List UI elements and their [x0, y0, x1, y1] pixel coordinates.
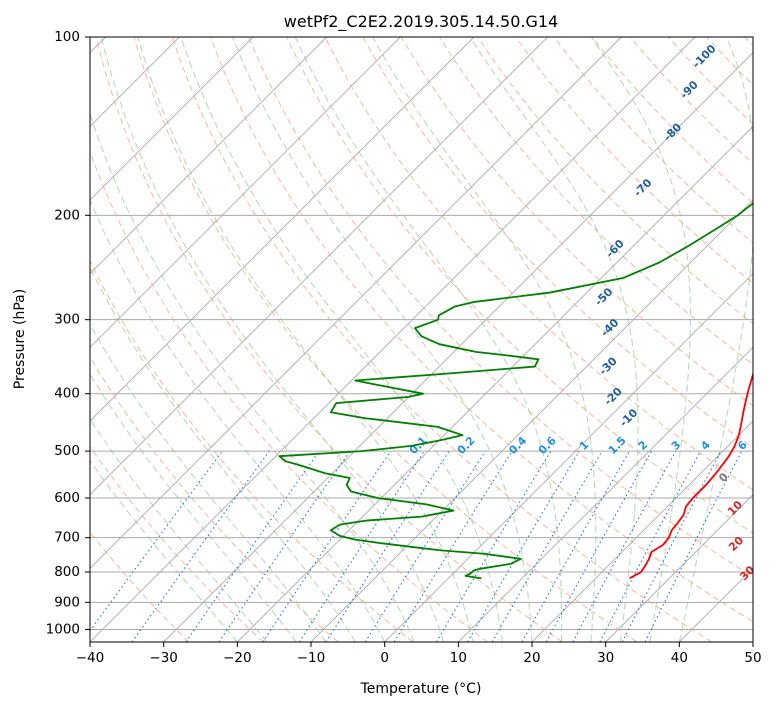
mixing-ratio-line: [298, 450, 425, 642]
mixing-ratio-line: [131, 450, 270, 642]
isobar-grid: [90, 37, 753, 630]
mixing-ratio-line: [572, 450, 677, 642]
moist-adiabat-line: [231, 37, 533, 642]
mixing-ratio-line: [491, 450, 603, 642]
dry-adiabat-line: [90, 259, 414, 642]
dry-adiabat-line: [171, 37, 712, 642]
dry-adiabat-line: [477, 37, 753, 325]
x-tick-label: −20: [223, 650, 252, 666]
moist-adiabat-line: [100, 37, 445, 642]
moist-adiabat-line: [90, 373, 297, 642]
isotherm-line: [90, 37, 548, 496]
mixing-ratio-line: [90, 450, 223, 632]
dry-adiabat-line: [133, 37, 638, 642]
moist-adiabat-line: [90, 418, 268, 642]
isotherm-line: [90, 37, 401, 348]
moist-adiabat-line: [372, 37, 597, 642]
moist-adiabat-line: [678, 37, 753, 642]
plot-frame: [89, 36, 754, 643]
moist-adiabat-line: [90, 112, 415, 642]
moist-adiabat-line: [294, 37, 563, 642]
sounding-profiles: [278, 202, 753, 580]
moist-adiabat-line: [90, 459, 238, 642]
isotherm-line: [90, 37, 254, 201]
x-tick-label: 50: [744, 650, 761, 666]
x-tick-label: 10: [450, 650, 467, 666]
y-axis-label: Pressure (hPa): [12, 289, 28, 389]
moist-adiabat-line: [90, 266, 356, 642]
mixing-ratio-line: [521, 450, 630, 642]
dry-adiabat-line: [362, 37, 753, 449]
dry-adiabat-line: [400, 37, 753, 407]
y-tick-label: 400: [54, 386, 80, 402]
temperature-profile-line: [629, 371, 753, 580]
dry-adiabat-line: [324, 37, 753, 491]
isotherm-line: [90, 37, 327, 275]
mixing-ratio-line: [467, 450, 580, 642]
isotherm-line: [90, 37, 622, 569]
isotherm-line: [605, 494, 753, 642]
dry-adiabat-line: [591, 37, 753, 204]
chart-title: wetPf2_C2E2.2019.305.14.50.G14: [284, 12, 558, 32]
mixing-ratio-line: [545, 450, 653, 642]
mixing-ratio-line: [185, 450, 320, 642]
isotherm-line: [90, 37, 696, 642]
dry-adiabat-line: [515, 37, 753, 284]
x-axis: −40 −30 −20 −10 0 10 20 30 40 50: [76, 642, 762, 666]
y-tick-label: 300: [54, 312, 80, 328]
isotherm-line: [458, 346, 753, 642]
y-tick-label: 200: [54, 207, 80, 223]
x-tick-label: −30: [149, 650, 178, 666]
moist-adiabat-line: [469, 37, 639, 642]
x-tick-label: −10: [297, 650, 326, 666]
moist-adiabat-line: [590, 37, 691, 642]
isotherm-line: [531, 420, 753, 642]
mixing-ratio-lines: [90, 450, 743, 642]
y-tick-label: 600: [54, 490, 80, 506]
x-tick-label: 0: [380, 650, 389, 666]
isotherm-grid: [90, 37, 753, 642]
y-tick-label: 900: [54, 594, 80, 610]
mixing-ratio-line: [393, 450, 513, 642]
y-axis: 100 200 300 400 500 600 700 800 900 1000: [46, 29, 90, 637]
mixing-ratio-line: [364, 450, 486, 642]
dry-adiabats: [90, 37, 753, 642]
isotherm-line: [90, 37, 475, 422]
isotherm-line: [163, 52, 753, 642]
dry-adiabat-line: [95, 37, 563, 642]
x-tick-label: 30: [597, 650, 614, 666]
plot-area: 10203040-100-90-80-70-60-50-40-30-20-100…: [90, 37, 753, 642]
dry-adiabat-line: [90, 445, 264, 642]
y-tick-label: 500: [54, 443, 80, 459]
isotherm-line: [384, 273, 753, 642]
dewpoint-profile-line: [278, 202, 753, 580]
x-tick-label: −40: [76, 650, 105, 666]
moist-adiabat-line: [90, 198, 386, 642]
y-tick-label: 800: [54, 564, 80, 580]
x-tick-label: 40: [671, 650, 688, 666]
x-tick-label: 20: [523, 650, 540, 666]
moist-adiabat-line: [90, 323, 327, 642]
dry-adiabat-line: [248, 37, 753, 578]
moist-adiabat-line: [137, 37, 474, 642]
y-tick-label: 700: [54, 530, 80, 546]
isotherm-line: [237, 125, 753, 642]
x-axis-label: Temperature (°C): [360, 681, 482, 697]
mixing-ratio-line: [325, 450, 450, 642]
y-tick-label: 100: [54, 29, 80, 45]
dry-adiabat-line: [629, 37, 753, 165]
moist-adiabats: [90, 37, 753, 642]
mixing-ratio-line: [435, 450, 552, 642]
y-tick-label: 1000: [46, 621, 80, 637]
